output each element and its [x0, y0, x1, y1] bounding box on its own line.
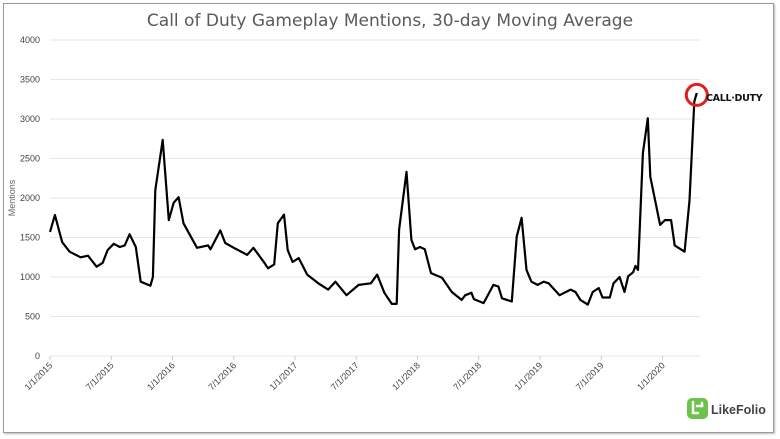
- y-tick-label: 1000: [20, 272, 40, 282]
- x-tick-label: 1/1/2018: [390, 360, 422, 392]
- series-line: [48, 92, 698, 306]
- x-tick-label: 7/1/2017: [329, 360, 361, 392]
- x-tick-label: 1/1/2016: [145, 360, 177, 392]
- y-tick-label: 4000: [20, 35, 40, 45]
- y-axis-label: Mentions: [7, 179, 17, 216]
- x-tick-label: 7/1/2018: [451, 360, 483, 392]
- y-tick-label: 0: [35, 351, 40, 361]
- y-tick-label: 1500: [20, 233, 40, 243]
- x-tick-label: 7/1/2019: [574, 360, 606, 392]
- likefolio-icon: [687, 398, 708, 419]
- chart-frame: [3, 3, 774, 433]
- x-tick-label: 1/1/2017: [268, 360, 300, 392]
- likefolio-logo: LikeFolio: [687, 398, 766, 419]
- x-tick-label: 7/1/2015: [84, 360, 116, 392]
- y-tick-label: 3500: [20, 75, 40, 85]
- chart-title: Call of Duty Gameplay Mentions, 30-day M…: [147, 11, 633, 31]
- x-tick-label: 1/1/2015: [23, 360, 55, 392]
- call-of-duty-logo: CALL·DUTY: [706, 93, 763, 104]
- likefolio-wordmark: LikeFolio: [711, 403, 766, 417]
- y-tick-label: 3000: [20, 114, 40, 124]
- highlight-circle: [684, 82, 709, 107]
- y-tick-label: 2000: [20, 193, 40, 203]
- y-tick-label: 500: [25, 312, 40, 322]
- x-tick-label: 1/1/2019: [513, 360, 545, 392]
- x-tick-label: 7/1/2016: [206, 360, 238, 392]
- y-tick-label: 2500: [20, 154, 40, 164]
- x-tick-label: 1/1/2020: [635, 360, 667, 392]
